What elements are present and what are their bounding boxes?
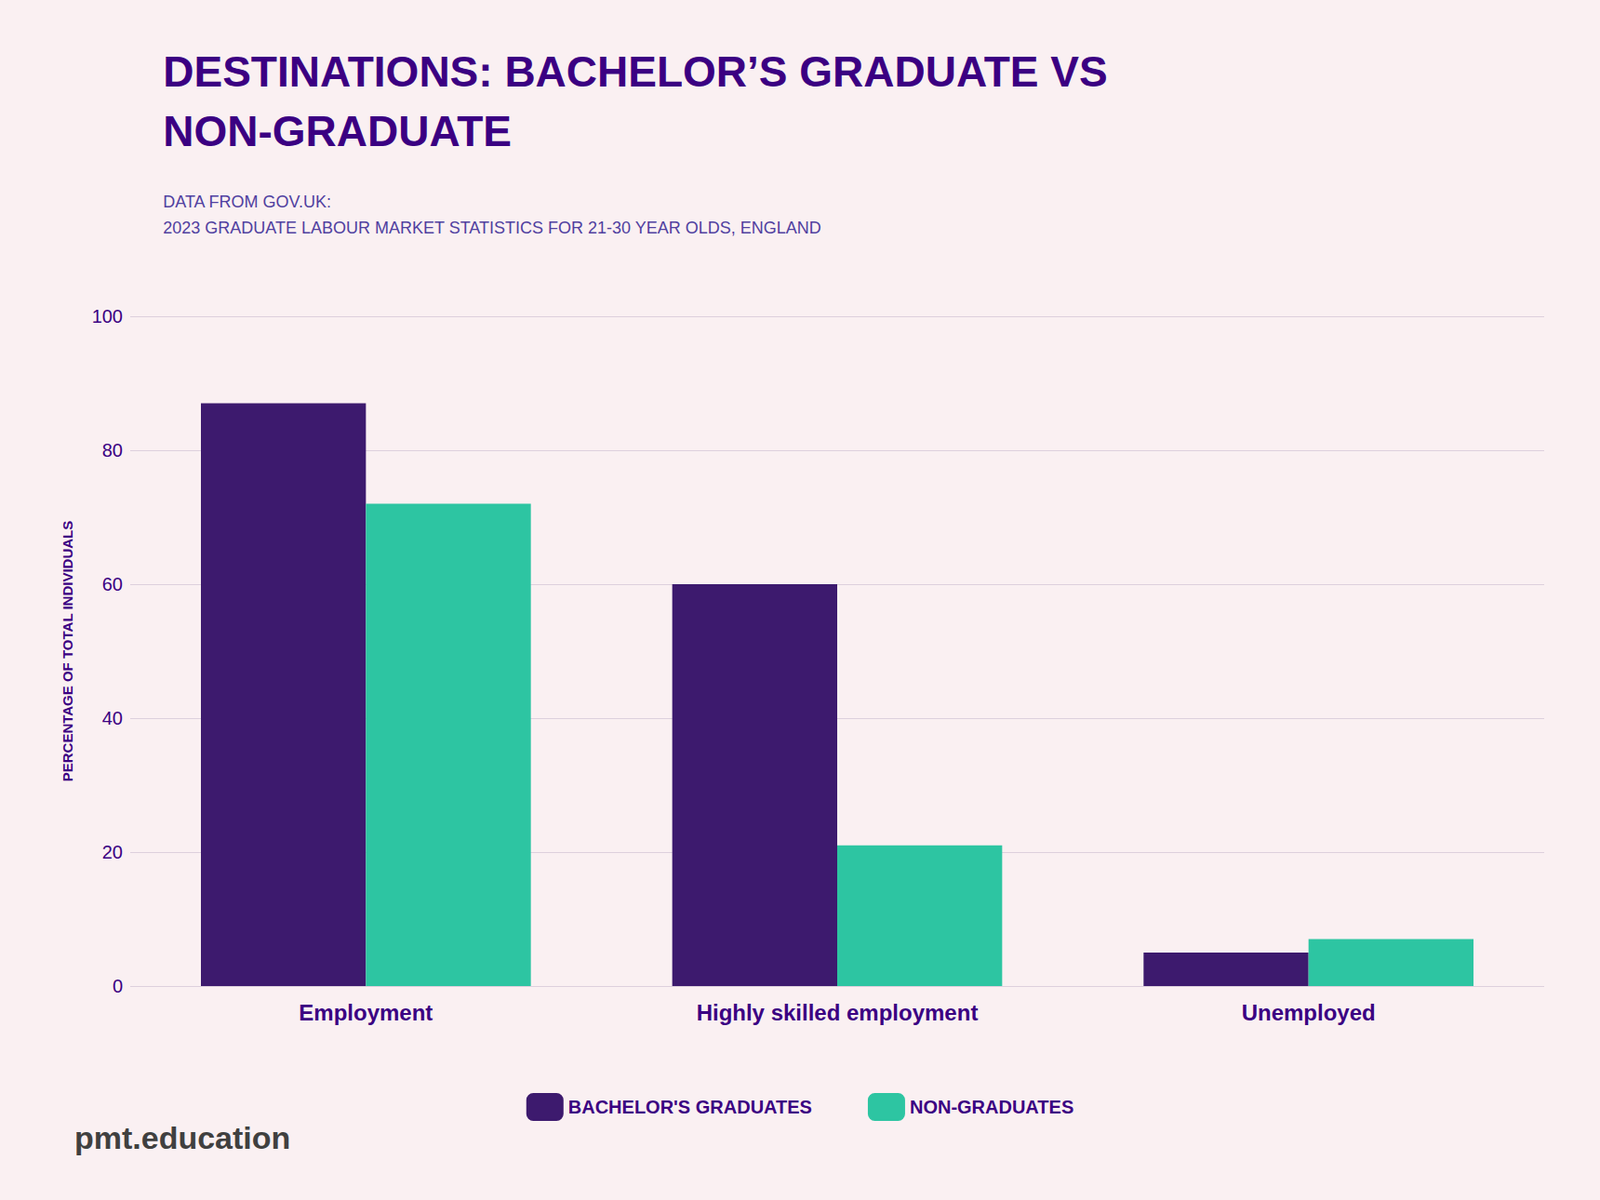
svg-text:80: 80 <box>102 440 123 461</box>
svg-text:100: 100 <box>92 306 123 327</box>
svg-text:NON-GRADUATE: NON-GRADUATE <box>162 106 512 156</box>
svg-text:40: 40 <box>102 707 123 729</box>
svg-text:20: 20 <box>102 841 123 863</box>
svg-text:DESTINATIONS: BACHELOR’S GRADU: DESTINATIONS: BACHELOR’S GRADUATE VS <box>162 47 1107 96</box>
svg-text:Highly skilled employment: Highly skilled employment <box>696 1000 979 1026</box>
svg-text:DATA FROM GOV.UK:: DATA FROM GOV.UK: <box>162 192 332 212</box>
svg-text:NON-GRADUATES: NON-GRADUATES <box>909 1096 1074 1118</box>
svg-text:60: 60 <box>102 573 123 595</box>
svg-text:Employment: Employment <box>298 1000 433 1026</box>
svg-text:PERCENTAGE OF TOTAL INDIVIDUAL: PERCENTAGE OF TOTAL INDIVIDUALS <box>59 520 76 783</box>
svg-text:Unemployed: Unemployed <box>1241 1000 1376 1026</box>
svg-text:2023 GRADUATE LABOUR MARKET ST: 2023 GRADUATE LABOUR MARKET STATISTICS F… <box>162 218 822 238</box>
svg-text:0: 0 <box>112 975 123 997</box>
svg-text:pmt.education: pmt.education <box>74 1120 291 1156</box>
svg-text:BACHELOR'S GRADUATES: BACHELOR'S GRADUATES <box>568 1096 813 1118</box>
